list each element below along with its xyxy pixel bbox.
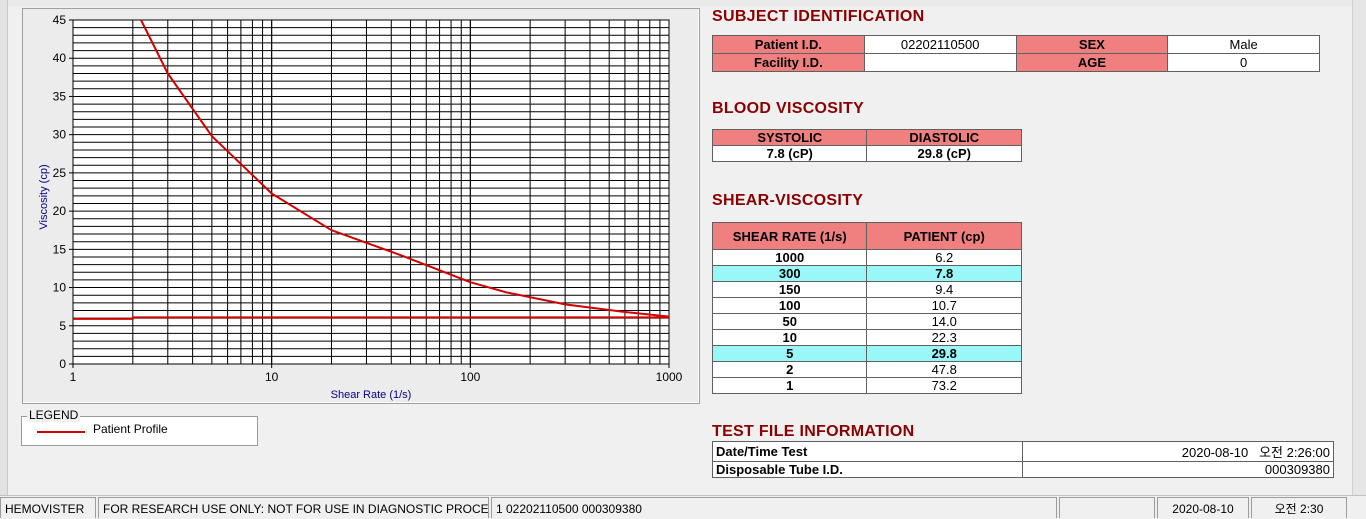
- x-tick-label: 1000: [656, 370, 683, 384]
- series-line: [140, 19, 670, 318]
- test-file-information-title: TEST FILE INFORMATION: [712, 423, 915, 440]
- status-date: 2020-08-10: [1157, 497, 1249, 518]
- y-tick-label: 15: [53, 242, 67, 256]
- tube-id-value: 000309380: [1022, 461, 1334, 478]
- table-row: 2 47.8: [711, 361, 1022, 378]
- shear-rate-cell: 50: [711, 313, 868, 330]
- left-panel-edge: [0, 0, 8, 495]
- table-row-highlighted: 5 29.8: [711, 345, 1022, 362]
- patient-cp-cell: 47.8: [866, 361, 1022, 378]
- y-tick-label: 5: [59, 319, 66, 333]
- y-tick-label: 45: [53, 13, 67, 27]
- table-row: 100 10.7: [711, 297, 1022, 314]
- y-tick-label: 20: [53, 204, 67, 218]
- shear-rate-cell: 300: [711, 265, 868, 282]
- shear-rate-cell: 100: [711, 297, 868, 314]
- blood-viscosity-title: BLOOD VISCOSITY: [712, 100, 865, 117]
- y-tick-label: 0: [59, 357, 66, 371]
- shear-rate-cell: 1: [711, 377, 868, 394]
- chart-series-layer: [73, 19, 670, 320]
- subject-table: Patient I.D. 02202110500 SEX Male Facili…: [712, 35, 1320, 72]
- status-record-info: 1 02202110500 000309380: [491, 497, 1057, 518]
- patient-cp-cell: 10.7: [866, 297, 1022, 314]
- shear-rate-cell: 10: [711, 329, 868, 346]
- y-axis-label: Viscosity (cp): [38, 164, 50, 229]
- facility-id-label: Facility I.D.: [712, 53, 865, 72]
- table-row: 50 14.0: [711, 313, 1022, 330]
- legend-entry-patient-profile: Patient Profile: [93, 422, 168, 436]
- patient-id-value: 02202110500: [863, 35, 1017, 54]
- blood-viscosity-table: SYSTOLIC DIASTOLIC 7.8 (cP) 29.8 (cP): [711, 129, 1022, 162]
- age-value: 0: [1167, 53, 1320, 72]
- test-file-table: Date/Time Test 2020-08-10 오전 2:26:00 Dis…: [711, 441, 1334, 478]
- right-scroll-edge[interactable]: [1352, 0, 1366, 495]
- y-tick-label: 30: [53, 128, 67, 142]
- diastolic-label: DIASTOLIC: [866, 129, 1022, 146]
- x-tick-label: 10: [265, 370, 279, 384]
- plot-area: [72, 19, 670, 365]
- status-bar: [0, 495, 1366, 519]
- viscosity-chart: 0 5 10 15 20 25 30 35 40 45 1 10 100 1000 Shear Rate …: [38, 13, 683, 401]
- patient-cp-cell: 14.0: [866, 313, 1022, 330]
- diastolic-value: 29.8 (cP): [866, 145, 1022, 162]
- datetime-value: 2020-08-10 오전 2:26:00: [1022, 441, 1334, 462]
- shear-rate-cell: 150: [711, 281, 868, 298]
- status-app-name: HEMOVISTER: [0, 497, 96, 518]
- status-empty-pane: [1059, 497, 1155, 518]
- age-label: AGE: [1015, 53, 1169, 72]
- shear-rate-cell: 2: [711, 361, 868, 378]
- sex-label: SEX: [1015, 35, 1169, 54]
- shear-rate-cell: 5: [711, 345, 868, 362]
- legend-title: LEGEND: [27, 408, 81, 422]
- legend-swatch-patient-profile: [37, 431, 85, 433]
- table-row-highlighted: 300 7.8: [711, 265, 1022, 282]
- patient-cp-cell: 9.4: [866, 281, 1022, 298]
- y-tick-label: 35: [53, 89, 67, 103]
- systolic-value: 7.8 (cP): [711, 145, 868, 162]
- x-axis-label: Shear Rate (1/s): [331, 389, 412, 401]
- shear-rate-cell: 1000: [711, 249, 868, 266]
- shear-rate-header: SHEAR RATE (1/s): [711, 222, 868, 250]
- table-row: 1 73.2: [711, 377, 1022, 394]
- y-tick-label: 25: [53, 166, 67, 180]
- shear-viscosity-table: SHEAR RATE (1/s) PATIENT (cp) 1000 6.2 30…: [711, 222, 1022, 394]
- tube-id-label: Disposable Tube I.D.: [711, 461, 1024, 478]
- systolic-label: SYSTOLIC: [711, 129, 868, 146]
- facility-id-value: [863, 53, 1017, 72]
- patient-cp-cell: 22.3: [866, 329, 1022, 346]
- x-tick-label: 1: [70, 370, 77, 384]
- patient-cp-header: PATIENT (cp): [866, 222, 1022, 250]
- subject-identification-title: SUBJECT IDENTIFICATION: [712, 8, 925, 25]
- patient-cp-cell: 7.8: [866, 265, 1022, 282]
- y-tick-label: 10: [53, 281, 67, 295]
- table-row: 1000 6.2: [711, 249, 1022, 266]
- table-row: 10 22.3: [711, 329, 1022, 346]
- y-tick-label: 40: [53, 51, 67, 65]
- patient-cp-cell: 73.2: [866, 377, 1022, 394]
- chart-grid: [72, 19, 670, 365]
- chart-panel: 0 5 10 15 20 25 30 35 40 45 1 10 100 1000 Shear Rate …: [22, 8, 700, 404]
- patient-id-label: Patient I.D.: [712, 35, 865, 54]
- patient-cp-cell: 29.8: [866, 345, 1022, 362]
- status-time: 오전 2:30: [1251, 497, 1347, 518]
- window-top-strip: [0, 0, 1366, 6]
- status-research-notice: FOR RESEARCH USE ONLY: NOT FOR USE IN DI…: [98, 497, 489, 518]
- series-line: [73, 316, 669, 320]
- shear-viscosity-title: SHEAR-VISCOSITY: [712, 192, 864, 209]
- patient-cp-cell: 6.2: [866, 249, 1022, 266]
- x-tick-label: 100: [460, 370, 480, 384]
- chart-ticks: 0 5 10 15 20 25 30 35 40 45 1 10 100 1000: [53, 13, 683, 384]
- datetime-label: Date/Time Test: [711, 441, 1024, 462]
- table-row: 150 9.4: [711, 281, 1022, 298]
- sex-value: Male: [1167, 35, 1320, 54]
